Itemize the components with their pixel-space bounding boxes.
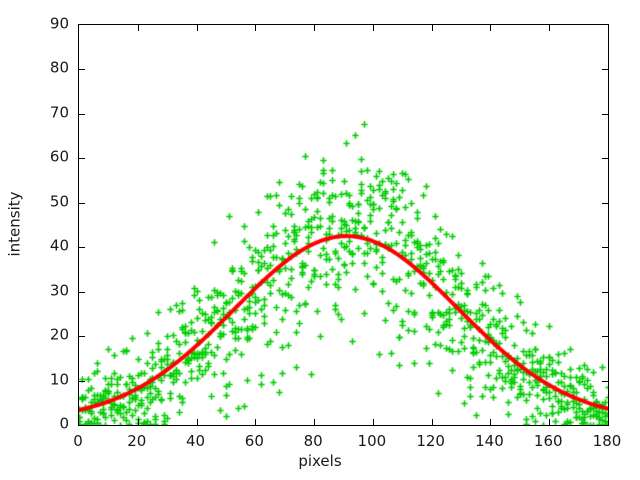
y-tick-mark-right [602, 202, 608, 204]
y-tick-mark-left [79, 158, 85, 160]
x-tick-mark-bottom [314, 419, 316, 425]
y-tick-label: 70 [49, 103, 69, 122]
x-tick-label: 40 [186, 432, 206, 450]
y-tick-label: 80 [49, 58, 69, 77]
y-tick-mark-right [602, 380, 608, 382]
y-tick-mark-left [79, 113, 85, 115]
y-tick-label: 10 [49, 370, 69, 389]
y-tick-label: 50 [49, 192, 69, 211]
y-tick-label: 40 [49, 236, 69, 255]
x-axis-title: pixels [298, 452, 342, 470]
x-tick-mark-top [255, 25, 257, 31]
y-tick-label: 0 [59, 414, 69, 433]
x-tick-mark-top [137, 25, 139, 31]
y-tick-label: 30 [49, 281, 69, 300]
x-tick-mark-top [372, 25, 374, 31]
x-tick-mark-bottom [196, 419, 198, 425]
x-tick-label: 180 [592, 432, 622, 450]
y-axis-title: intensity [6, 191, 25, 257]
y-tick-mark-right [602, 113, 608, 115]
y-tick-mark-right [602, 69, 608, 71]
x-tick-mark-top [431, 25, 433, 31]
x-tick-mark-bottom [372, 419, 374, 425]
y-tick-mark-left [79, 247, 85, 249]
y-tick-mark-right [602, 247, 608, 249]
y-tick-label: 20 [49, 325, 69, 344]
x-tick-mark-top [549, 25, 551, 31]
y-tick-mark-left [79, 336, 85, 338]
scatter-and-fit-canvas [79, 25, 608, 425]
x-tick-label: 100 [357, 432, 387, 450]
x-tick-mark-bottom [549, 419, 551, 425]
y-tick-mark-left [79, 380, 85, 382]
x-tick-mark-bottom [431, 419, 433, 425]
x-tick-label: 0 [73, 432, 83, 450]
plot-area [78, 24, 609, 426]
y-tick-mark-right [602, 291, 608, 293]
y-tick-label: 90 [49, 14, 69, 33]
y-tick-mark-left [79, 291, 85, 293]
y-tick-mark-left [79, 202, 85, 204]
y-tick-label: 60 [49, 147, 69, 166]
x-tick-label: 80 [303, 432, 323, 450]
x-tick-label: 60 [244, 432, 264, 450]
x-tick-label: 160 [533, 432, 563, 450]
x-tick-label: 120 [416, 432, 445, 450]
x-tick-mark-top [314, 25, 316, 31]
y-tick-mark-right [602, 336, 608, 338]
x-tick-mark-top [196, 25, 198, 31]
x-tick-mark-bottom [490, 419, 492, 425]
y-tick-mark-left [79, 69, 85, 71]
x-tick-mark-top [490, 25, 492, 31]
x-tick-mark-bottom [137, 419, 139, 425]
x-tick-label: 20 [127, 432, 147, 450]
y-tick-mark-right [602, 158, 608, 160]
y-axis-title-wrapper: intensity [0, 0, 30, 448]
x-tick-mark-bottom [255, 419, 257, 425]
x-tick-label: 140 [475, 432, 504, 450]
